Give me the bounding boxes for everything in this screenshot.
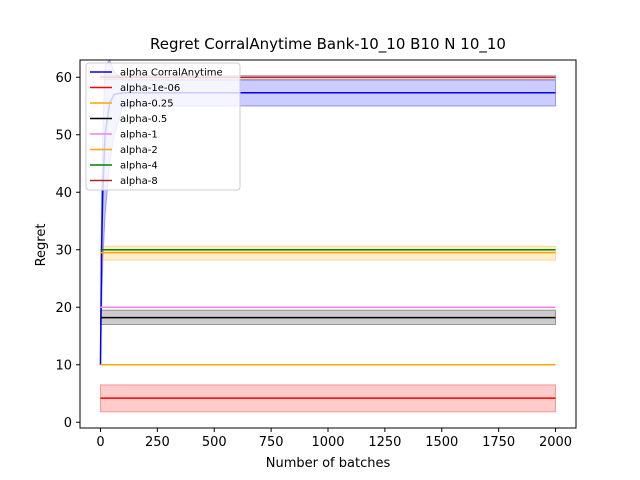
x-tick-label: 1250 (368, 435, 401, 450)
x-tick-label: 500 (202, 435, 227, 450)
legend-entry: alpha-0.25 (120, 99, 174, 110)
x-tick-label: 750 (259, 435, 284, 450)
x-tick-label: 1750 (482, 435, 515, 450)
x-axis-ticks: 0 250 500 750 1000 1250 1500 1750 2000 (96, 428, 572, 450)
y-tick-label: 30 (55, 243, 72, 258)
legend-entry: alpha-1 (120, 130, 158, 141)
y-tick-label: 0 (64, 416, 72, 431)
x-tick-label: 1500 (425, 435, 458, 450)
legend-entry: alpha-8 (120, 176, 158, 187)
legend-entry: alpha-0.5 (120, 114, 167, 125)
y-tick-label: 40 (55, 186, 72, 201)
y-axis-label: Regret (34, 224, 49, 267)
x-tick-label: 2000 (539, 435, 572, 450)
legend-entry: alpha-2 (120, 145, 158, 156)
legend-box (85, 62, 241, 191)
legend-entry: alpha-4 (120, 161, 158, 172)
legend-entry: alpha-1e-06 (120, 83, 180, 94)
legend: alpha CorralAnytime alpha-1e-06 alpha-0.25… (85, 62, 241, 191)
x-tick-label: 1000 (311, 435, 344, 450)
x-axis-label: Number of batches (266, 456, 391, 471)
y-tick-label: 50 (55, 128, 72, 143)
x-tick-label: 250 (145, 435, 170, 450)
legend-entry: alpha CorralAnytime (120, 68, 223, 79)
x-tick-label: 0 (96, 435, 104, 450)
y-tick-label: 60 (55, 71, 72, 86)
y-axis-ticks: 0 10 20 30 40 50 60 (55, 71, 80, 431)
y-tick-label: 10 (55, 358, 72, 373)
chart-title: Regret CorralAnytime Bank-10_10 B10 N 10… (150, 35, 506, 54)
y-tick-label: 20 (55, 301, 72, 316)
